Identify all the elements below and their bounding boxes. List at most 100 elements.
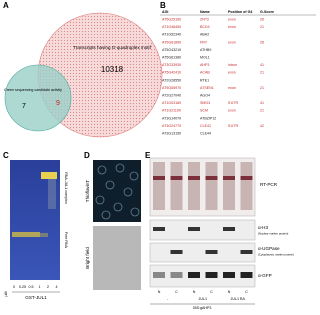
table-cell: AT1G03180 bbox=[162, 101, 181, 105]
rtpcr-band bbox=[153, 176, 165, 180]
table-cell: MOL1 bbox=[200, 55, 210, 59]
table-cell: AT5G43210 bbox=[162, 48, 181, 52]
table-cell: 26 bbox=[260, 17, 264, 21]
gfp-band bbox=[153, 272, 165, 278]
table-header: Position of G4 bbox=[228, 10, 252, 14]
table-cell: AT5G61890 bbox=[162, 40, 181, 44]
ugpase-blot bbox=[149, 242, 256, 263]
h3-label: α-H3 bbox=[258, 225, 269, 230]
cell bbox=[129, 171, 139, 181]
table-header: AGI bbox=[162, 10, 168, 14]
venn-overlap-count: 9 bbox=[56, 100, 60, 107]
gfp-band bbox=[188, 272, 200, 278]
table-cell: ACAB bbox=[200, 71, 210, 75]
table-cell: BCD4 bbox=[200, 25, 210, 29]
rtpcr-band bbox=[153, 162, 165, 210]
gfp-band bbox=[170, 272, 183, 278]
smear bbox=[48, 179, 56, 209]
ugp-band bbox=[205, 250, 218, 254]
table-cell: exon bbox=[228, 40, 236, 44]
table-cell: AT2G27040 bbox=[162, 93, 181, 97]
table-cell: 26 bbox=[260, 40, 264, 44]
table-cell: exon bbox=[228, 17, 236, 21]
cell bbox=[115, 163, 125, 173]
rtpcr-band bbox=[188, 162, 200, 210]
table-cell: AHP3 bbox=[200, 63, 209, 67]
gfp-band bbox=[240, 272, 253, 278]
protein-label: GST-JUL1 bbox=[25, 295, 47, 300]
ugpase-label: α-UGPase bbox=[258, 246, 280, 251]
group-label: JUL1 RA bbox=[231, 297, 246, 301]
cell bbox=[113, 202, 123, 212]
table-cell: AT5G65970 bbox=[162, 86, 181, 90]
lane-label: 0.5 bbox=[29, 285, 34, 289]
table-cell: exon bbox=[228, 71, 236, 75]
table-header: Name bbox=[200, 10, 210, 14]
venn-outer-count: 10318 bbox=[101, 65, 124, 74]
table-cell: FRY bbox=[200, 40, 208, 44]
table-cell: 5'UTR bbox=[228, 101, 238, 105]
table-cell: exon bbox=[228, 109, 236, 113]
table-cell: AT2G28550 bbox=[162, 78, 181, 82]
table-cell: ATSEN1 bbox=[200, 86, 214, 90]
band bbox=[12, 232, 40, 237]
lane-label: N bbox=[228, 290, 231, 294]
ugp-band bbox=[240, 250, 253, 254]
table-cell: SCM bbox=[200, 109, 208, 113]
rtpcr-band bbox=[240, 176, 253, 180]
cell bbox=[105, 180, 115, 190]
cell bbox=[130, 207, 140, 217]
gfp-blot bbox=[149, 264, 256, 288]
table-cell: AT3G14070 bbox=[162, 116, 181, 120]
table-cell: intron bbox=[228, 63, 237, 67]
table-cell: AT3G24770 bbox=[162, 124, 181, 128]
ugp-band bbox=[170, 250, 183, 254]
lane-label: 0 bbox=[13, 285, 15, 289]
venn-inner-text: Green sequencing candidate activity bbox=[4, 88, 62, 92]
table-cell: 41 bbox=[260, 101, 264, 105]
table-cell: ATHB9 bbox=[200, 48, 211, 52]
gfp-band bbox=[223, 272, 235, 278]
rtpcr-band bbox=[170, 176, 183, 180]
rtpcr-band bbox=[240, 162, 253, 210]
brightfield-image bbox=[93, 226, 141, 290]
lane-label: 0.25 bbox=[19, 285, 26, 289]
rtpcr-band bbox=[205, 162, 218, 210]
gfp-label: α-GFP bbox=[258, 273, 272, 278]
cell bbox=[101, 210, 111, 220]
h3-note: (Nuclear marker protein) bbox=[258, 232, 288, 236]
construct-label: 35S:gAHP3 bbox=[193, 306, 212, 310]
lane-label: C bbox=[245, 290, 248, 294]
lane-label: N bbox=[158, 290, 161, 294]
panel-label: D bbox=[84, 151, 90, 160]
rtpcr-band bbox=[205, 176, 218, 180]
panel-label: B bbox=[160, 1, 166, 10]
thioflavin-label: ThioflavinT bbox=[85, 180, 90, 203]
group-label: - bbox=[167, 297, 169, 301]
table-cell: exon bbox=[228, 86, 236, 90]
table-cell: AT5G42410 bbox=[162, 71, 181, 75]
h3-band bbox=[188, 227, 200, 231]
table-cell: 21 bbox=[260, 109, 264, 113]
lane-label: N bbox=[193, 290, 196, 294]
venn-outer-text: Transcripts having G-quadruplex motif bbox=[73, 45, 151, 50]
table-cell: AT1G52340 bbox=[162, 33, 181, 37]
panel-label: E bbox=[145, 151, 151, 160]
unit: μM bbox=[4, 291, 8, 296]
venn-inner-count: 7 bbox=[22, 103, 26, 110]
rtpcr-band bbox=[170, 162, 183, 210]
cell bbox=[95, 195, 105, 205]
h3-band bbox=[153, 227, 165, 231]
table-cell: 21 bbox=[260, 71, 264, 75]
table-cell: CLE41 bbox=[200, 124, 211, 128]
cell bbox=[97, 165, 107, 175]
table-cell: AT5G61380 bbox=[162, 55, 181, 59]
free-label: Free RNA bbox=[64, 232, 68, 249]
rtpcr-band bbox=[188, 176, 200, 180]
rtpcr-gel bbox=[149, 157, 256, 217]
table-cell: 41 bbox=[260, 63, 264, 67]
panel-label: C bbox=[3, 151, 9, 160]
table-cell: 21 bbox=[260, 25, 264, 29]
